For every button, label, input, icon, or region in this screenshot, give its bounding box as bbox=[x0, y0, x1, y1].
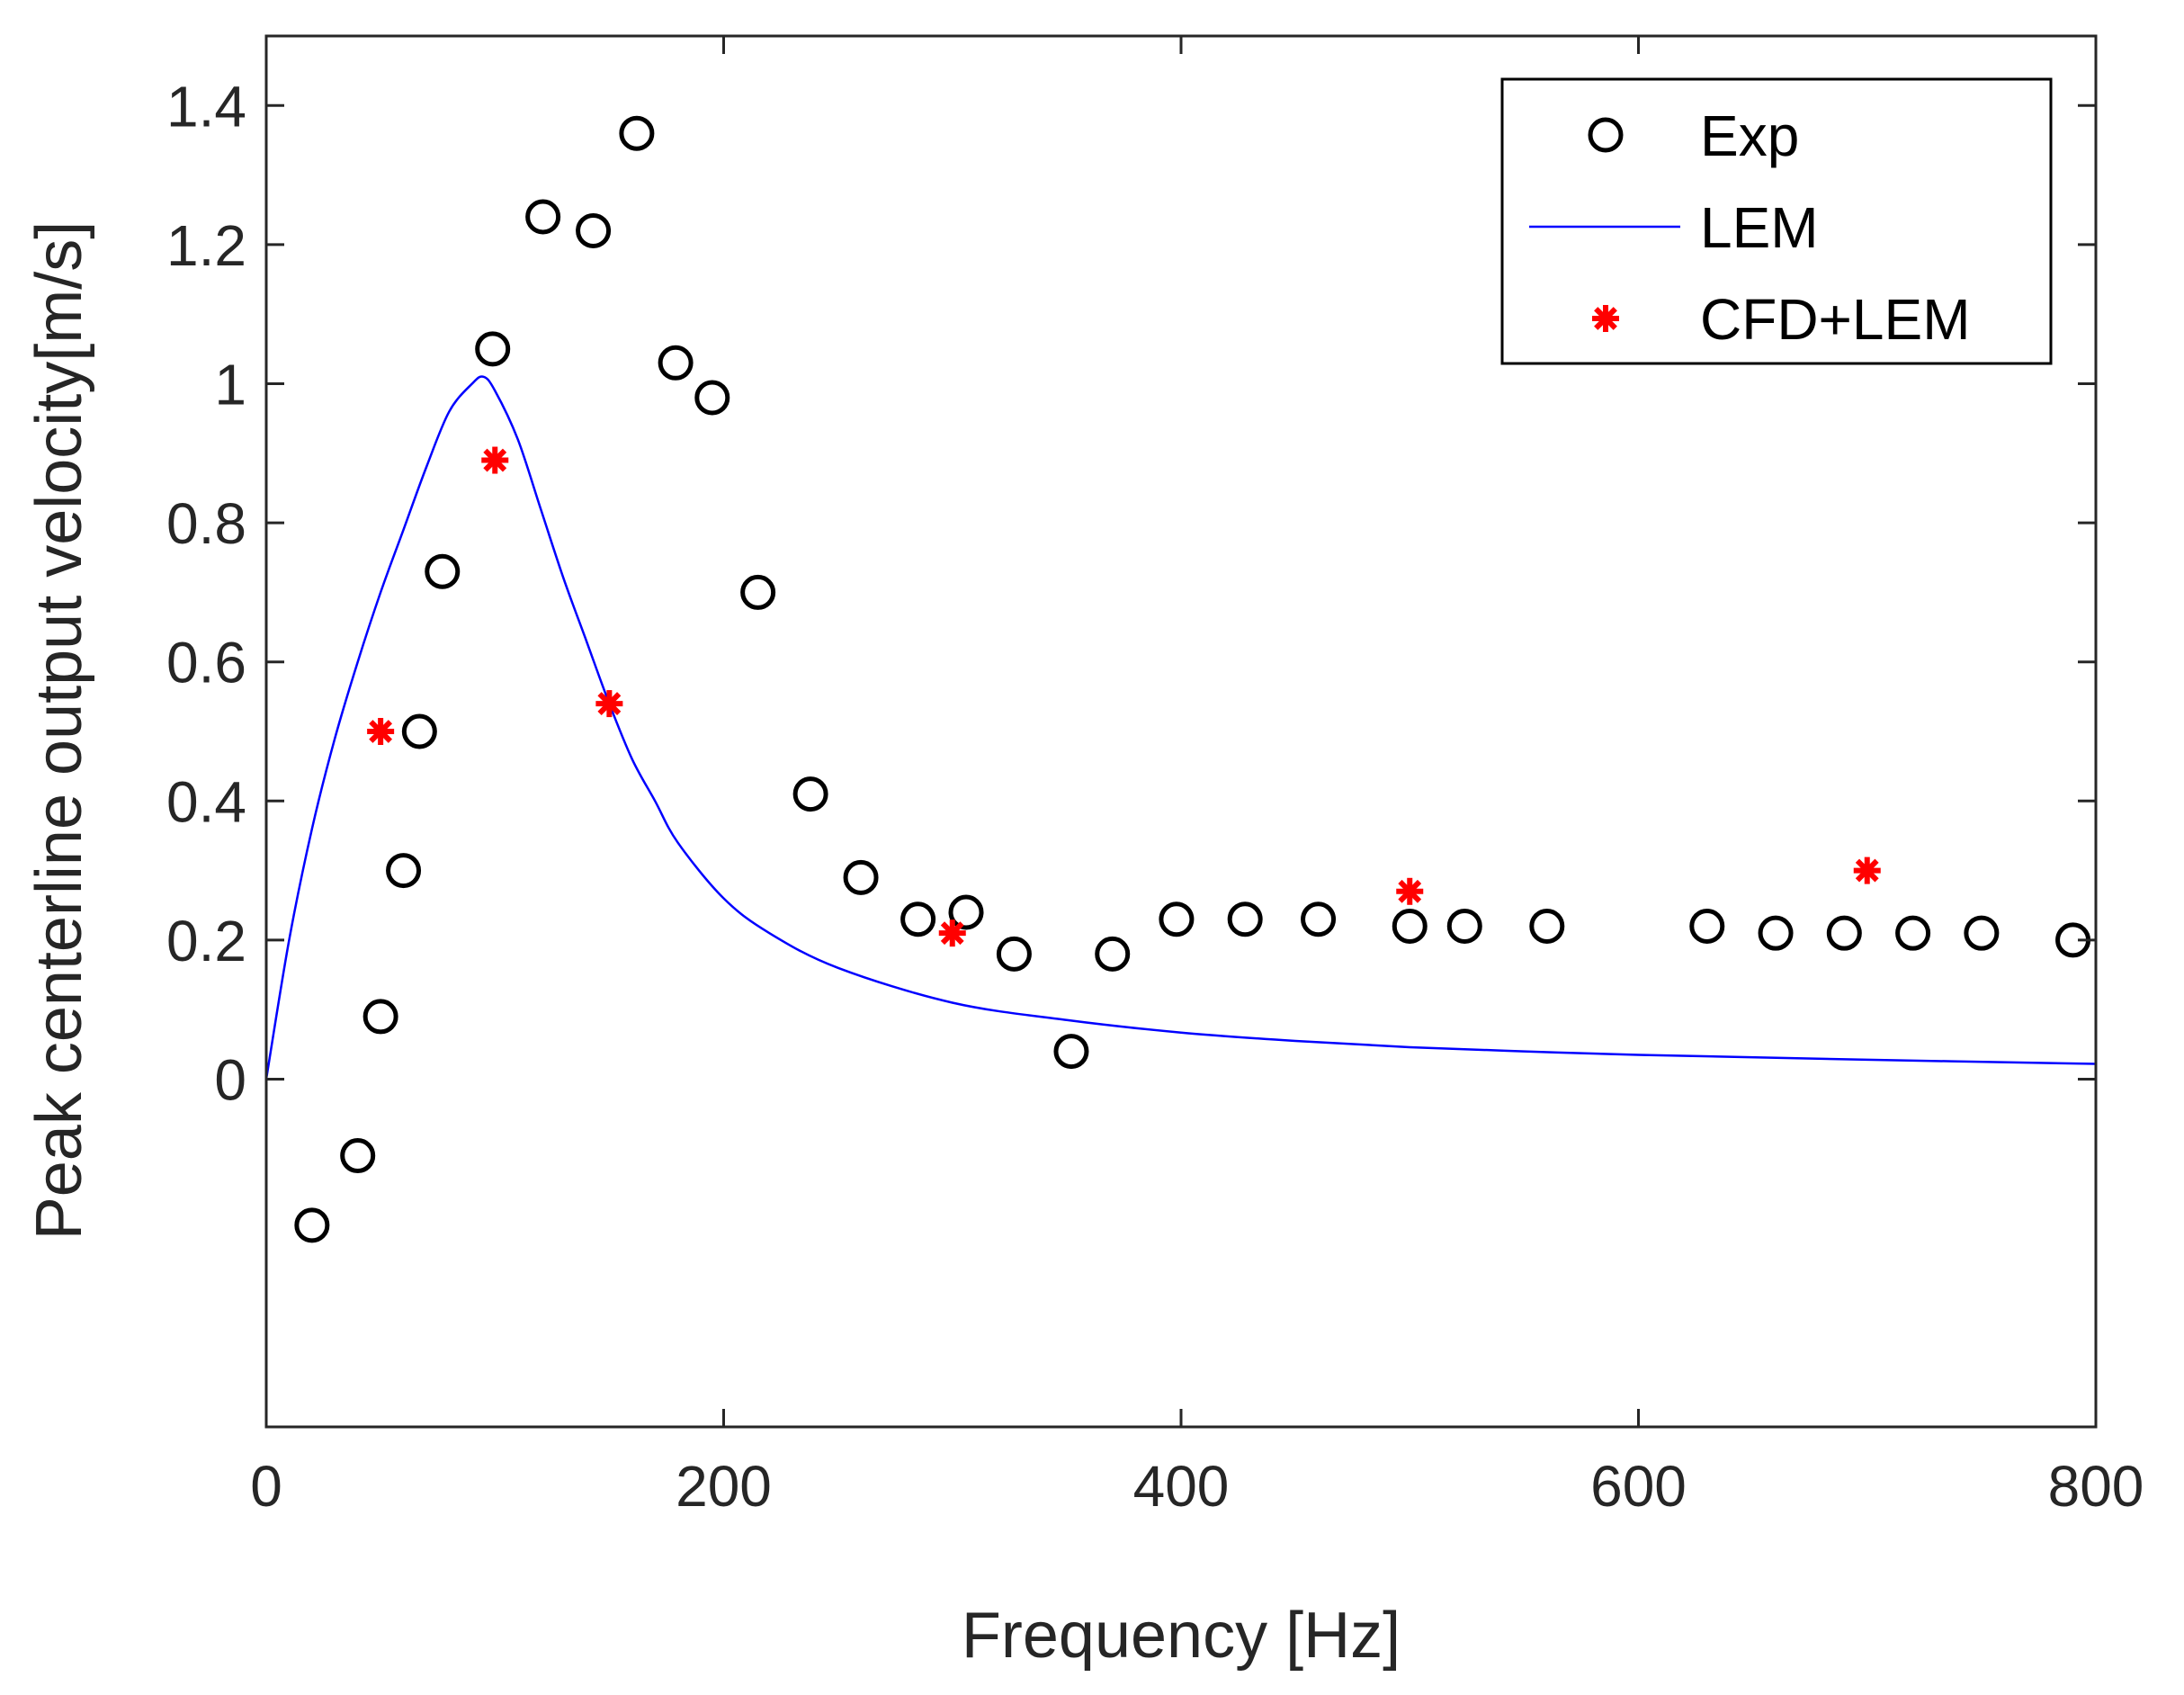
data-point-exp bbox=[294, 1207, 330, 1243]
legend-label-cfd-lem: CFD+LEM bbox=[1700, 287, 1971, 352]
legend: Exp LEM CFD+LEM bbox=[1500, 77, 2053, 365]
star-stroke bbox=[369, 720, 393, 743]
legend-swatch-exp bbox=[1588, 117, 1624, 153]
data-point-exp bbox=[1227, 901, 1263, 937]
data-point-exp bbox=[1529, 908, 1565, 944]
data-point-exp bbox=[1095, 936, 1131, 972]
data-point-exp bbox=[792, 776, 828, 812]
y-tick-label: 0.8 bbox=[166, 491, 246, 556]
data-point-exp bbox=[1689, 908, 1725, 944]
data-point-exp bbox=[900, 901, 936, 937]
series-lem bbox=[264, 375, 2097, 1080]
data-point-exp bbox=[363, 999, 398, 1035]
data-point-exp bbox=[1964, 915, 2000, 951]
y-axis-label: Peak centerline output velocity[m/s] bbox=[23, 221, 95, 1241]
y-tick-label: 0.4 bbox=[166, 769, 246, 834]
data-point-exp bbox=[996, 936, 1032, 972]
legend-label-exp: Exp bbox=[1700, 103, 1799, 168]
x-tick-label: 0 bbox=[250, 1454, 282, 1519]
data-point-exp bbox=[576, 212, 612, 248]
star-stroke bbox=[597, 692, 622, 716]
data-point-cfd-lem bbox=[938, 919, 966, 947]
y-tick-label: 0.2 bbox=[166, 909, 246, 973]
data-point-exp bbox=[401, 713, 437, 749]
x-tick-label: 400 bbox=[1133, 1454, 1230, 1519]
data-point-exp bbox=[475, 331, 511, 367]
x-tick-label: 200 bbox=[676, 1454, 772, 1519]
legend-label-lem: LEM bbox=[1700, 195, 1819, 260]
series-cfd-lem bbox=[367, 446, 1881, 947]
star-stroke bbox=[1594, 307, 1617, 330]
data-point-exp bbox=[1053, 1034, 1089, 1070]
series-line-lem bbox=[264, 375, 2097, 1080]
data-point-exp bbox=[1392, 908, 1428, 944]
data-point-exp bbox=[843, 859, 879, 895]
data-point-cfd-lem bbox=[1396, 877, 1424, 905]
data-point-exp bbox=[1826, 915, 1862, 951]
data-point-exp bbox=[694, 380, 730, 416]
y-tick-label: 0.6 bbox=[166, 631, 246, 695]
data-point-exp bbox=[740, 574, 776, 610]
data-point-exp bbox=[1446, 908, 1482, 944]
star-stroke bbox=[1398, 879, 1422, 903]
data-point-cfd-lem bbox=[481, 446, 509, 474]
axes: 0 200 400 600 800 0 0.2 0.4 0.6 0.8 1 1.2 1.4 bbox=[166, 34, 2144, 1519]
data-point-exp bbox=[340, 1138, 376, 1174]
star-stroke bbox=[1855, 858, 1879, 883]
x-tick-label: 800 bbox=[2048, 1454, 2144, 1519]
star-stroke bbox=[940, 921, 964, 946]
x-axis-label: Frequency [Hz] bbox=[962, 1600, 1401, 1672]
y-tick-label: 1.2 bbox=[166, 213, 246, 278]
data-point-exp bbox=[619, 115, 655, 151]
data-point-exp bbox=[425, 553, 461, 589]
y-tick-label: 0 bbox=[214, 1048, 246, 1113]
legend-swatch-cfd-lem bbox=[1592, 305, 1619, 332]
star-stroke bbox=[483, 448, 507, 472]
data-point-exp bbox=[1895, 915, 1931, 951]
data-point-exp bbox=[1758, 915, 1794, 951]
data-point-exp bbox=[525, 199, 561, 235]
y-tick-label: 1.4 bbox=[166, 74, 246, 139]
data-point-exp bbox=[1159, 901, 1195, 937]
data-point-cfd-lem bbox=[1853, 856, 1881, 884]
x-tick-label: 600 bbox=[1590, 1454, 1687, 1519]
data-point-cfd-lem bbox=[595, 690, 623, 718]
data-point-exp bbox=[658, 345, 694, 381]
data-point-exp bbox=[948, 894, 984, 930]
series-layer bbox=[264, 115, 2097, 1243]
series-exp bbox=[294, 115, 2091, 1243]
data-point-exp bbox=[1301, 901, 1337, 937]
y-tick-label: 1 bbox=[214, 353, 246, 417]
data-point-exp bbox=[386, 853, 422, 889]
data-point-cfd-lem bbox=[367, 718, 395, 745]
